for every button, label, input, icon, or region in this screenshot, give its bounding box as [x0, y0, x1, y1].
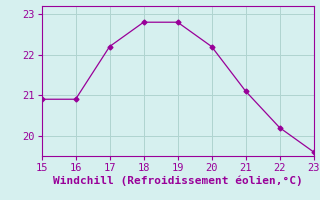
X-axis label: Windchill (Refroidissement éolien,°C): Windchill (Refroidissement éolien,°C): [53, 176, 302, 186]
